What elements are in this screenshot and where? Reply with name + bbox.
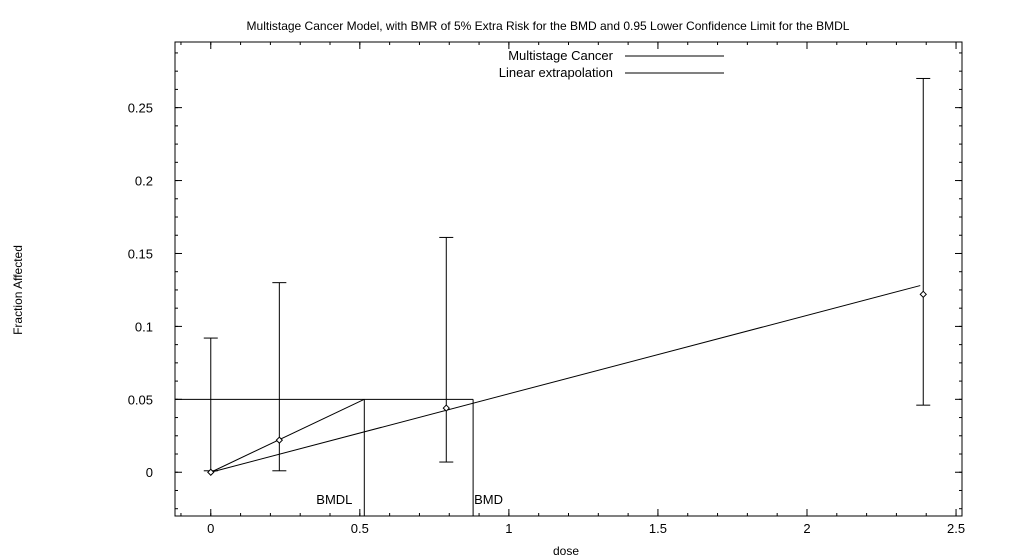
x-tick-label: 2.5 <box>947 521 965 536</box>
x-tick-label: 1 <box>505 521 512 536</box>
series-linear-extrapolation <box>210 398 365 473</box>
y-tick-label: 0.2 <box>135 174 153 189</box>
plot-area: 0 0.5 1 1.5 2 2.5 0 0.05 0.1 0.15 0.2 0.25 BMDL BMD Mu… <box>128 41 965 536</box>
data-point <box>919 290 927 299</box>
x-tick-label: 1.5 <box>649 521 667 536</box>
y-tick-label: 0.15 <box>128 246 153 261</box>
x-tick-label: 2 <box>803 521 810 536</box>
x-axis-title: dose <box>553 544 579 558</box>
data-point <box>275 436 284 444</box>
y-tick-label: 0.05 <box>128 392 153 407</box>
legend-label: Linear extrapolation <box>499 65 613 80</box>
data-point <box>207 468 215 476</box>
bmd-label: BMD <box>474 492 503 507</box>
legend-label: Multistage Cancer <box>508 48 613 63</box>
bmdl-label: BMDL <box>316 492 352 507</box>
y-tick-label: 0.1 <box>135 319 153 334</box>
y-tick-label: 0.25 <box>128 101 153 116</box>
y-tick-label: 0 <box>146 465 153 480</box>
series-multistage-cancer <box>210 285 921 473</box>
x-tick-label: 0.5 <box>351 521 369 536</box>
chart-title: Multistage Cancer Model, with BMR of 5% … <box>247 19 850 33</box>
data-point <box>442 404 450 412</box>
plot-frame <box>174 41 963 517</box>
y-axis-title: Fraction Affected <box>11 245 25 335</box>
x-tick-label: 0 <box>207 521 214 536</box>
